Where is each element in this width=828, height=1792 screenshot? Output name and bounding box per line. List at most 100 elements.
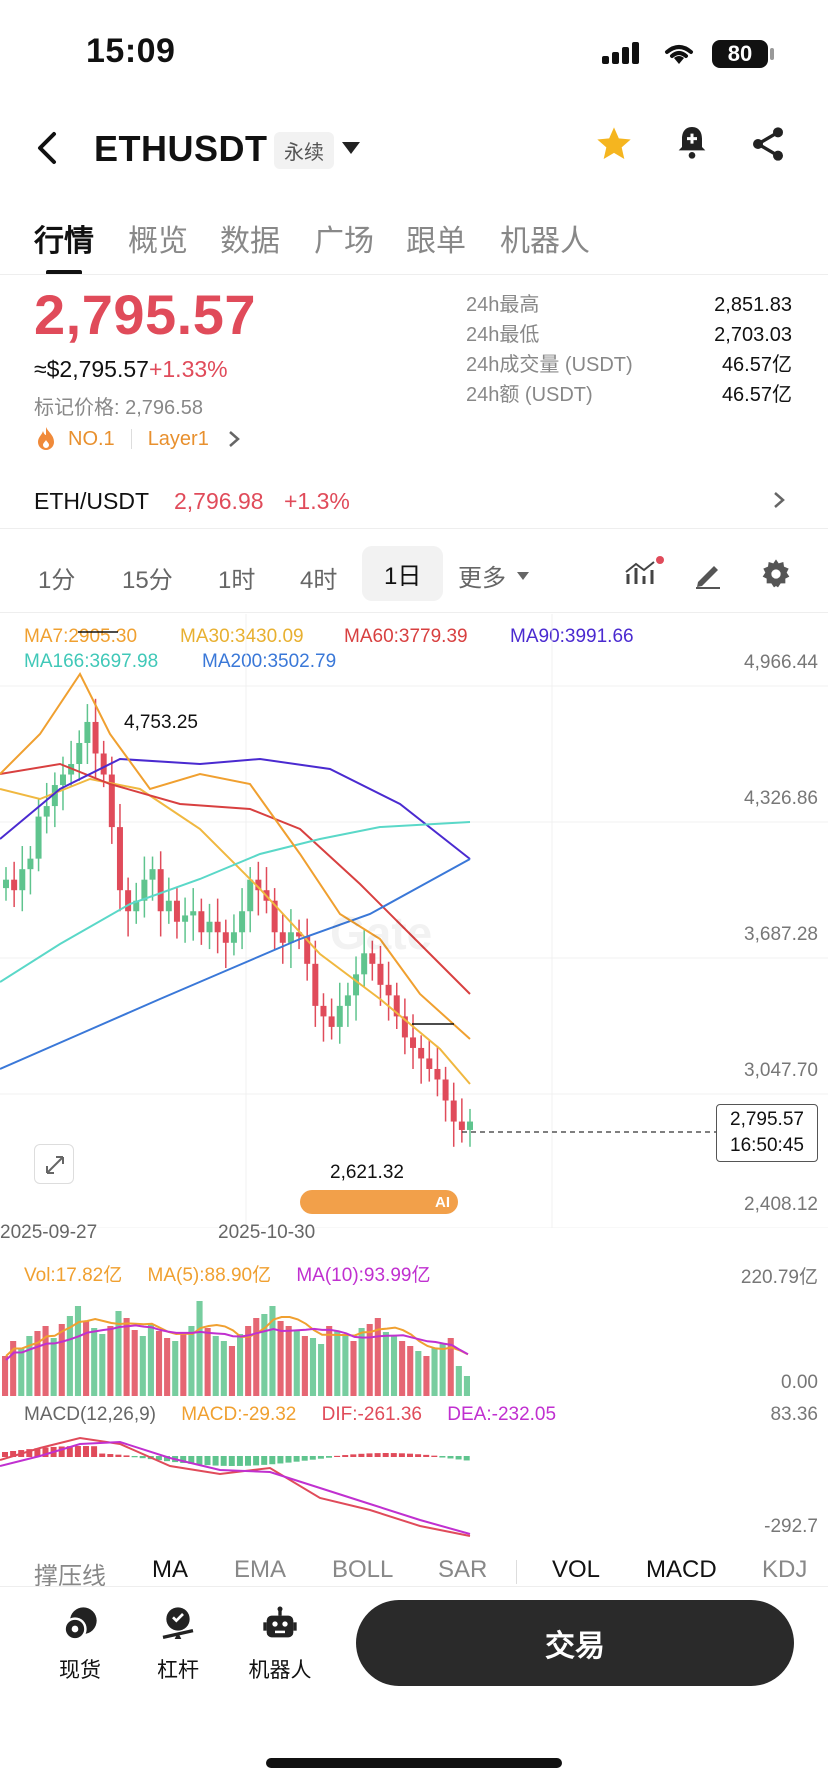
- current-price-tag: 2,795.57 16:50:45: [716, 1104, 818, 1162]
- volume-bar: [147, 1324, 154, 1396]
- candle-body: [19, 869, 26, 891]
- volume-bar: [463, 1376, 470, 1396]
- candle-body: [247, 879, 254, 912]
- ind-ma[interactable]: MA: [152, 1556, 188, 1583]
- tab-copy-trading[interactable]: 跟单: [406, 225, 466, 258]
- tab-data[interactable]: 数据: [220, 225, 280, 258]
- volume-bar: [382, 1332, 389, 1396]
- macd-histogram-bar: [253, 1456, 260, 1466]
- candle-body: [11, 879, 18, 891]
- candle-body: [3, 879, 9, 889]
- volume-bar: [131, 1330, 138, 1396]
- price-alert-bell-icon[interactable]: [672, 122, 712, 162]
- bot-button[interactable]: 机器人: [238, 1604, 322, 1684]
- ind-macd[interactable]: MACD: [646, 1556, 717, 1583]
- spot-button[interactable]: 现货: [48, 1604, 112, 1684]
- fullscreen-expand-icon[interactable]: [34, 1144, 74, 1184]
- current-price: 2,795.57: [730, 1109, 804, 1130]
- usd-equivalent-row: ≈$2,795.57+1.33%: [34, 356, 228, 383]
- candle-body: [133, 900, 140, 912]
- tf-15m[interactable]: 15分: [122, 567, 173, 594]
- ranking-row[interactable]: NO.1 Layer1: [34, 424, 241, 454]
- volume-bar: [326, 1326, 333, 1396]
- mark-price-row: 标记价格: 2,796.58: [34, 391, 203, 420]
- candle-body: [353, 974, 360, 996]
- candle-body: [344, 995, 351, 1006]
- tab-square[interactable]: 广场: [314, 225, 374, 258]
- ind-vol[interactable]: VOL: [552, 1556, 601, 1583]
- trade-button[interactable]: 交易: [356, 1600, 794, 1686]
- ind-ema[interactable]: EMA: [234, 1556, 287, 1583]
- ind-support-resistance[interactable]: 撑压线: [34, 1563, 106, 1590]
- ind-sar[interactable]: SAR: [438, 1556, 488, 1583]
- dropdown-caret-icon[interactable]: [340, 140, 362, 156]
- volume-bar: [407, 1346, 414, 1396]
- volume-bar: [374, 1318, 381, 1396]
- symbol-title[interactable]: ETHUSDT: [94, 128, 268, 169]
- chevron-right-icon: [227, 429, 241, 449]
- candle-body: [116, 827, 123, 891]
- candlestick-chart[interactable]: [0, 614, 828, 1228]
- macd-histogram-bar: [83, 1446, 89, 1457]
- fire-icon: [34, 426, 58, 452]
- tf-1m[interactable]: 1分: [38, 567, 76, 594]
- leverage-button[interactable]: 杠杆: [146, 1604, 210, 1684]
- ind-boll[interactable]: BOLL: [332, 1556, 394, 1583]
- main-tabs: 行情 概览 数据 广场 跟单 机器人: [0, 212, 828, 275]
- back-icon[interactable]: [30, 128, 66, 168]
- date-axis-label: 2025-09-27: [0, 1222, 98, 1243]
- macd-histogram-bar: [407, 1453, 413, 1457]
- candle-body: [304, 936, 311, 964]
- ma200-line: [0, 858, 471, 1070]
- candle-body: [377, 963, 384, 985]
- spot-change: +1.3%: [284, 488, 350, 514]
- volume-bar: [83, 1321, 90, 1396]
- settings-gear-icon[interactable]: [760, 558, 792, 590]
- tab-market[interactable]: 行情: [34, 225, 94, 258]
- mark-price-value: 2,796.58: [125, 397, 203, 419]
- spot-label: 现货: [59, 1659, 101, 1682]
- candle-body: [336, 1005, 343, 1027]
- battery-icon: 80: [712, 40, 768, 68]
- tf-1h[interactable]: 1时: [218, 567, 256, 594]
- draw-pen-icon[interactable]: [692, 558, 724, 590]
- volume-chart[interactable]: [0, 1290, 480, 1396]
- macd-histogram-bar: [350, 1454, 357, 1457]
- volume-bar: [237, 1334, 244, 1396]
- tf-1d[interactable]: 1日: [362, 546, 444, 601]
- tf-4h[interactable]: 4时: [300, 567, 338, 594]
- candle-body: [214, 921, 221, 933]
- volume-bar: [228, 1346, 235, 1396]
- volume-bar: [423, 1356, 430, 1396]
- wifi-icon: [662, 40, 696, 66]
- tab-overview[interactable]: 概览: [128, 225, 188, 258]
- volume-bar: [91, 1328, 98, 1396]
- robot-icon: [260, 1604, 300, 1644]
- indicator-icon[interactable]: [624, 556, 664, 590]
- ma-legend: MA7:2905.30 MA30:3430.09 MA60:3779.39 MA…: [24, 626, 724, 676]
- candle-body: [442, 1079, 449, 1101]
- volume-bar: [358, 1328, 365, 1396]
- macd-chart[interactable]: [0, 1430, 480, 1540]
- caret-down-icon: [516, 568, 530, 580]
- favorite-star-icon[interactable]: [594, 124, 634, 164]
- ai-signal-badges[interactable]: AI: [300, 1190, 458, 1214]
- ind-kdj[interactable]: KDJ: [762, 1556, 808, 1583]
- spot-pair-row[interactable]: ETH/USDT 2,796.98 +1.3%: [0, 480, 828, 536]
- tab-bots[interactable]: 机器人: [500, 225, 590, 258]
- high-annotation: 4,753.25: [124, 712, 198, 733]
- macd-histogram-bar: [293, 1456, 300, 1462]
- tf-more[interactable]: 更多: [458, 565, 506, 592]
- macd-histogram-bar: [423, 1454, 430, 1457]
- volume-axis-top: 220.79亿: [740, 1267, 818, 1288]
- macd-histogram-bar: [115, 1454, 122, 1457]
- macd-histogram-bar: [204, 1456, 211, 1466]
- volume-bar: [188, 1326, 195, 1396]
- dif-value: DIF:-261.36: [321, 1404, 422, 1425]
- candle-body: [125, 890, 132, 912]
- price-axis-label: 2,408.12: [744, 1194, 818, 1215]
- share-icon[interactable]: [748, 124, 788, 164]
- macd-histogram-bar: [58, 1446, 65, 1457]
- macd-histogram-bar: [123, 1455, 130, 1457]
- low-annotation: 2,621.32: [330, 1162, 404, 1183]
